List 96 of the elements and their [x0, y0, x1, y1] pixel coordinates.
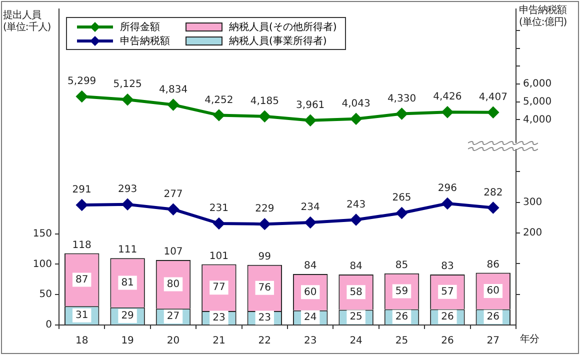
legend-label: 納税人員(事業所得者): [229, 34, 327, 48]
data-label: 4,252: [204, 94, 234, 106]
point: [396, 108, 408, 120]
total-label: 85: [395, 260, 408, 271]
data-label: 229: [255, 204, 274, 215]
data-label: 59: [395, 286, 408, 297]
point: [350, 113, 362, 124]
y2-axis-title: 申告納税額 (単位:億円): [519, 5, 567, 29]
y-axis-title: 提出人員 (単位:千人): [3, 10, 51, 34]
data-label: 31: [75, 310, 88, 321]
point: [396, 208, 408, 219]
data-label: 24: [304, 312, 317, 324]
x-tick-label: 22: [258, 336, 272, 347]
point: [213, 110, 224, 121]
point: [259, 110, 270, 122]
x-tick-label: 19: [121, 336, 134, 347]
point: [213, 218, 224, 229]
total-label: 111: [118, 244, 138, 256]
data-label: 29: [121, 310, 134, 322]
data-label: 76: [258, 282, 272, 294]
y3-tick-label: 4,000: [523, 114, 552, 126]
data-label: 57: [441, 286, 454, 298]
data-label: 26: [441, 311, 454, 322]
legend-label: 所得金額: [120, 20, 160, 34]
data-label: 81: [121, 277, 134, 288]
data-label: 60: [304, 286, 317, 298]
total-label: 84: [304, 260, 317, 272]
data-label: 4,426: [433, 92, 462, 103]
y-tick-label: 50: [39, 289, 52, 300]
point: [488, 106, 499, 118]
total-label: 118: [72, 240, 92, 251]
data-label: 4,834: [158, 84, 188, 96]
x-tick-label: 27: [486, 336, 500, 347]
total-label: 101: [209, 250, 228, 262]
data-label: 265: [392, 192, 412, 204]
data-label: 5,125: [113, 79, 142, 90]
y3-tick-label: 5,000: [523, 96, 552, 108]
data-label: 23: [258, 312, 272, 324]
point: [304, 217, 316, 228]
data-label: 291: [72, 184, 92, 196]
point: [168, 99, 179, 110]
y-tick-label: 100: [32, 258, 52, 270]
x-tick-label: 23: [304, 336, 317, 347]
data-label: 80: [166, 278, 180, 290]
x-tick-label: 24: [350, 336, 362, 347]
data-label: 58: [350, 286, 362, 298]
point: [442, 106, 453, 118]
y-tick-label: 0: [46, 320, 52, 331]
point: [76, 200, 88, 211]
legend-label: 納税人員(その他所得者): [229, 20, 337, 34]
data-label: 5,299: [68, 76, 96, 88]
data-label: 4,185: [250, 96, 279, 107]
data-label: 26: [486, 311, 500, 322]
data-label: 234: [300, 202, 320, 214]
data-label: 243: [346, 199, 366, 210]
data-label: 4,043: [342, 98, 370, 110]
data-label: 277: [164, 188, 183, 200]
total-label: 99: [258, 251, 272, 262]
legend-label: 申告納税額: [120, 34, 170, 48]
data-label: 27: [166, 311, 180, 322]
y-tick-label: 150: [32, 228, 52, 240]
data-label: 4,407: [478, 92, 508, 104]
data-label: 87: [75, 274, 88, 286]
point: [488, 202, 499, 214]
y3-tick-label: 6,000: [523, 78, 552, 90]
data-label: 282: [484, 187, 503, 198]
data-label: 77: [212, 282, 226, 294]
point: [76, 91, 88, 102]
point: [304, 114, 316, 126]
point: [442, 198, 453, 210]
x-axis-title: 年分: [520, 334, 539, 346]
point: [259, 218, 270, 230]
data-label: 4,330: [387, 93, 416, 104]
y2-tick-label: 300: [523, 196, 542, 208]
point: [350, 214, 362, 226]
total-label: 86: [486, 259, 500, 270]
point: [122, 198, 134, 210]
data-label: 23: [212, 312, 226, 324]
total-label: 83: [441, 261, 454, 272]
x-tick-label: 26: [441, 336, 454, 347]
x-tick-label: 21: [212, 336, 226, 347]
data-label: 26: [395, 311, 408, 322]
data-label: 3,961: [296, 100, 325, 111]
total-label: 84: [350, 261, 362, 272]
data-label: 293: [118, 184, 138, 196]
point: [168, 204, 179, 215]
data-label: 231: [209, 203, 228, 214]
point: [122, 94, 134, 106]
y2-tick-label: 200: [523, 228, 542, 239]
data-label: 296: [438, 183, 457, 194]
data-label: 25: [350, 312, 362, 323]
x-tick-label: 25: [395, 336, 408, 347]
x-tick-label: 18: [75, 336, 88, 347]
data-label: 60: [486, 286, 500, 297]
total-label: 107: [164, 246, 183, 258]
x-tick-label: 20: [166, 336, 180, 347]
